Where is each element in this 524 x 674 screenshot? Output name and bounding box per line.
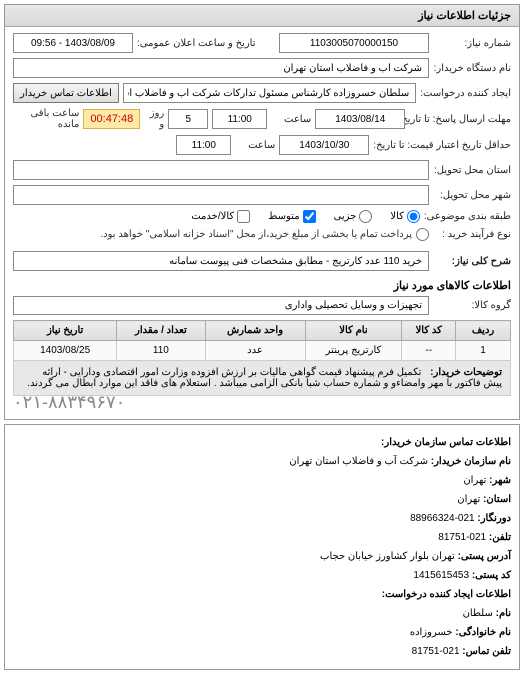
address-label: آدرس پستی:	[458, 551, 511, 562]
col-date: تاریخ نیاز	[14, 321, 117, 341]
col-row: ردیف	[456, 321, 511, 341]
cell-name: کارتریج پرینتر	[305, 341, 402, 361]
public-datetime-label: تاریخ و ساعت اعلان عمومی:	[137, 38, 256, 49]
cat-all-option[interactable]: کالا	[390, 210, 420, 223]
validity-label: حداقل تاریخ اعتبار قیمت: تا تاریخ:	[373, 140, 511, 151]
category-radios: کالا جزیی متوسط کالا/خدمت	[191, 210, 420, 223]
delivery-city-input[interactable]	[13, 185, 429, 205]
cat-mid-option[interactable]: متوسط	[268, 210, 315, 223]
cat-service-option[interactable]: کالا/خدمت	[191, 210, 250, 223]
goods-group-label: گروه کالا:	[433, 300, 511, 311]
goods-table-body: 1 -- کارتریج پرینتر عدد 110 1403/08/25 ت…	[14, 341, 511, 396]
goods-group-input[interactable]	[13, 296, 429, 315]
col-qty: تعداد / مقدار	[117, 321, 205, 341]
fax: 021-88966324	[410, 513, 475, 524]
name: سلطان	[463, 608, 493, 619]
overall-need-input[interactable]	[13, 251, 429, 271]
validity-time-label: ساعت	[235, 140, 275, 151]
creator-contact-title: اطلاعات ایجاد کننده درخواست:	[382, 589, 511, 600]
cell-qty: 110	[117, 341, 205, 361]
name-label: نام:	[496, 608, 511, 619]
row-creator: ایجاد کننده درخواست: اطلاعات تماس خریدار	[13, 83, 511, 103]
row-goods-group: گروه کالا:	[13, 296, 511, 315]
contact-phone: 021-81751	[412, 646, 460, 657]
buyer-contact-title: اطلاعات تماس سازمان خریدار:	[381, 437, 511, 448]
buyer-contact-button[interactable]: اطلاعات تماس خریدار	[13, 83, 119, 103]
col-name: نام کالا	[305, 321, 402, 341]
time-remaining-badge: 00:47:48	[83, 109, 140, 129]
province: تهران	[457, 494, 480, 505]
cell-row: 1	[456, 341, 511, 361]
goods-table-head: ردیف کد کالا نام کالا واحد شمارش تعداد /…	[14, 321, 511, 341]
request-no-label: شماره نیاز:	[433, 38, 511, 49]
phone: 021-81751	[438, 532, 486, 543]
row-deadline: مهلت ارسال پاسخ: تا تاریخ: ساعت روز و 00…	[13, 108, 511, 130]
contact-phone-label: تلفن تماس:	[462, 646, 511, 657]
contact-block: اطلاعات تماس سازمان خریدار: نام سازمان خ…	[4, 424, 520, 670]
deadline-label: مهلت ارسال پاسخ: تا تاریخ:	[409, 114, 511, 125]
buyer-name-label: نام سازمان خریدار:	[431, 456, 511, 467]
col-code: کد کالا	[402, 321, 456, 341]
category-label: طبقه بندی موضوعی:	[424, 211, 511, 222]
row-buyer-org: نام دستگاه خریدار:	[13, 58, 511, 78]
address: تهران بلوار کشاورز خیابان حجاب	[320, 551, 455, 562]
table-row: 1 -- کارتریج پرینتر عدد 110 1403/08/25	[14, 341, 511, 361]
cell-code: --	[402, 341, 456, 361]
creator-input[interactable]	[123, 83, 416, 103]
overall-need-label: شرح کلی نیاز:	[433, 256, 511, 267]
panel-title: جزئیات اطلاعات نیاز	[5, 5, 519, 27]
validity-time-input[interactable]	[176, 135, 231, 155]
province-label: استان:	[483, 494, 511, 505]
cat-part-option[interactable]: جزیی	[334, 210, 373, 223]
deadline-date-input[interactable]	[315, 109, 405, 129]
table-note-row: توضیحات خریدار: تکمیل فرم پیشنهاد قیمت گ…	[14, 361, 511, 396]
fax-label: دورنگار:	[477, 513, 511, 524]
goods-section-title: اطلاعات کالاهای مورد نیاز	[13, 279, 511, 292]
row-process: نوع فرآیند خرید : پرداخت تمام یا بخشی از…	[13, 228, 511, 241]
row-category: طبقه بندی موضوعی: کالا جزیی متوسط کالا/خ…	[13, 210, 511, 223]
deadline-time-label: ساعت	[271, 114, 311, 125]
details-panel: جزئیات اطلاعات نیاز شماره نیاز: تاریخ و …	[4, 4, 520, 420]
cat-mid-check[interactable]	[303, 210, 316, 223]
process-label: نوع فرآیند خرید :	[433, 229, 511, 240]
buyer-org-input[interactable]	[13, 58, 429, 78]
note-label: توضیحات خریدار:	[430, 367, 502, 378]
delivery-city-label: شهر محل تحویل:	[433, 190, 511, 201]
cat-service-check[interactable]	[237, 210, 250, 223]
cat-part-radio[interactable]	[359, 210, 372, 223]
city: تهران	[463, 475, 486, 486]
cell-date: 1403/08/25	[14, 341, 117, 361]
city-label: شهر:	[489, 475, 511, 486]
family: خسروزاده	[410, 627, 453, 638]
row-overall-need: شرح کلی نیاز:	[13, 251, 511, 271]
row-delivery-city: شهر محل تحویل:	[13, 185, 511, 205]
row-request-no: شماره نیاز: تاریخ و ساعت اعلان عمومی:	[13, 33, 511, 53]
days-remaining-label: روز و	[144, 108, 164, 130]
buyer-org-label: نام دستگاه خریدار:	[433, 63, 511, 74]
cat-all-radio[interactable]	[407, 210, 420, 223]
time-remaining-suffix: ساعت باقی مانده	[13, 108, 79, 130]
cell-unit: عدد	[205, 341, 305, 361]
family-label: نام خانوادگی:	[455, 627, 511, 638]
process-radio[interactable]	[416, 228, 429, 241]
row-validity: حداقل تاریخ اعتبار قیمت: تا تاریخ: ساعت	[13, 135, 511, 155]
process-hint: پرداخت تمام یا بخشی از مبلغ خرید،از محل …	[100, 229, 412, 240]
deadline-time-input[interactable]	[212, 109, 267, 129]
row-delivery-province: استان محل تحویل:	[13, 160, 511, 180]
request-no-input[interactable]	[279, 33, 429, 53]
phone-label: تلفن:	[489, 532, 511, 543]
creator-label: ایجاد کننده درخواست:	[420, 88, 511, 99]
col-unit: واحد شمارش	[205, 321, 305, 341]
large-phone: ۰۲۱-۸۸۳۴۹۶۷۰	[13, 392, 511, 413]
goods-table: ردیف کد کالا نام کالا واحد شمارش تعداد /…	[13, 320, 511, 396]
days-remaining-input[interactable]	[168, 109, 208, 129]
buyer-name: شرکت آب و فاضلاب استان تهران	[289, 456, 428, 467]
validity-date-input[interactable]	[279, 135, 369, 155]
delivery-province-label: استان محل تحویل:	[433, 165, 511, 176]
public-datetime-input[interactable]	[13, 33, 133, 53]
panel-body: شماره نیاز: تاریخ و ساعت اعلان عمومی: نا…	[5, 27, 519, 419]
delivery-province-input[interactable]	[13, 160, 429, 180]
